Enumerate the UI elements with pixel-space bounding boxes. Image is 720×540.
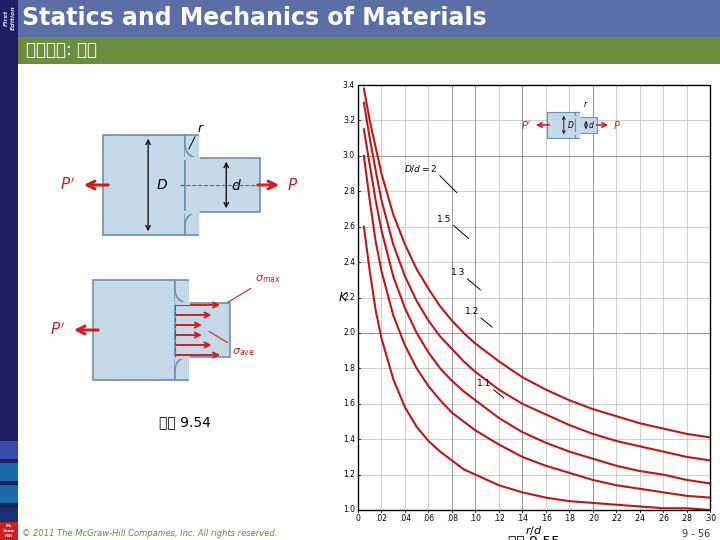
Polygon shape xyxy=(575,112,579,117)
Bar xyxy=(575,117,597,133)
Polygon shape xyxy=(575,133,579,138)
Text: $P'$: $P'$ xyxy=(50,322,65,338)
Text: .02: .02 xyxy=(375,514,387,523)
Text: 9 - 56: 9 - 56 xyxy=(682,529,710,539)
Text: .16: .16 xyxy=(540,514,552,523)
Text: 그림 9.55: 그림 9.55 xyxy=(508,534,560,540)
Text: 1.1: 1.1 xyxy=(477,379,492,388)
Text: .20: .20 xyxy=(587,514,598,523)
Text: .18: .18 xyxy=(563,514,575,523)
Text: .14: .14 xyxy=(516,514,528,523)
Text: 3.2: 3.2 xyxy=(343,116,355,125)
Bar xyxy=(0,507,18,525)
Polygon shape xyxy=(185,212,198,235)
Text: 1.3: 1.3 xyxy=(451,268,465,277)
Text: © 2011 The McGraw-Hill Companies, Inc. All rights reserved.: © 2011 The McGraw-Hill Companies, Inc. A… xyxy=(22,530,277,538)
Text: 1.8: 1.8 xyxy=(343,364,355,373)
Bar xyxy=(18,37,720,64)
Text: 1.5: 1.5 xyxy=(437,214,451,224)
Text: $D$: $D$ xyxy=(156,178,168,192)
Text: $r$: $r$ xyxy=(583,99,588,109)
Text: .26: .26 xyxy=(657,514,669,523)
Text: $d$: $d$ xyxy=(231,178,242,192)
Text: 1.4: 1.4 xyxy=(343,435,355,444)
Text: 2.4: 2.4 xyxy=(343,258,355,267)
Bar xyxy=(0,523,18,540)
Bar xyxy=(175,303,230,357)
Text: 2.0: 2.0 xyxy=(343,328,355,338)
Text: .06: .06 xyxy=(423,514,434,523)
Text: .04: .04 xyxy=(399,514,411,523)
Text: .10: .10 xyxy=(469,514,482,523)
Text: 1.6: 1.6 xyxy=(343,399,355,408)
Bar xyxy=(185,158,260,212)
Polygon shape xyxy=(175,280,188,303)
Bar xyxy=(0,463,18,481)
Text: 3.0: 3.0 xyxy=(343,151,355,160)
Text: 3.4: 3.4 xyxy=(343,80,355,90)
Polygon shape xyxy=(175,357,188,380)
Text: .08: .08 xyxy=(446,514,458,523)
Text: 1.2: 1.2 xyxy=(343,470,355,479)
Bar xyxy=(93,280,175,380)
Text: $P'$: $P'$ xyxy=(60,177,75,193)
Text: .12: .12 xyxy=(493,514,505,523)
Text: $K$: $K$ xyxy=(338,291,349,304)
Text: .24: .24 xyxy=(634,514,646,523)
Bar xyxy=(0,441,18,459)
Text: 그림 9.54: 그림 9.54 xyxy=(159,415,211,429)
Text: Statics and Mechanics of Materials: Statics and Mechanics of Materials xyxy=(22,6,487,30)
Text: $\sigma_{\rm ave}$: $\sigma_{\rm ave}$ xyxy=(232,346,255,358)
Text: $P$: $P$ xyxy=(287,177,298,193)
Text: .22: .22 xyxy=(610,514,622,523)
Bar xyxy=(358,85,710,510)
Text: Mc
Graw
Hill: Mc Graw Hill xyxy=(3,524,15,538)
Text: 1.0: 1.0 xyxy=(343,505,355,515)
Text: First: First xyxy=(4,10,9,26)
Text: $D$: $D$ xyxy=(567,119,575,131)
Bar xyxy=(0,0,720,37)
Text: $r$: $r$ xyxy=(197,122,204,135)
Text: $\sigma_{\rm max}$: $\sigma_{\rm max}$ xyxy=(255,273,281,285)
Text: 2.8: 2.8 xyxy=(343,187,355,195)
Text: $P$: $P$ xyxy=(613,119,621,131)
Text: $D/d=2$: $D/d=2$ xyxy=(405,163,438,174)
Text: .30: .30 xyxy=(704,514,716,523)
Text: Edition: Edition xyxy=(11,5,16,30)
Text: 응력집중: 필렛: 응력집중: 필렛 xyxy=(26,41,97,59)
Bar xyxy=(0,485,18,503)
Text: 2.6: 2.6 xyxy=(343,222,355,231)
Bar xyxy=(103,135,185,235)
Text: 0: 0 xyxy=(356,514,361,523)
Text: 1.2: 1.2 xyxy=(465,307,479,316)
Polygon shape xyxy=(185,135,198,158)
Bar xyxy=(0,522,18,540)
Bar xyxy=(547,112,575,138)
Text: $P'$: $P'$ xyxy=(521,119,531,131)
Text: $r/d$: $r/d$ xyxy=(526,524,543,537)
Text: $d$: $d$ xyxy=(588,119,595,131)
Text: 2.2: 2.2 xyxy=(343,293,355,302)
Text: .28: .28 xyxy=(680,514,693,523)
Bar xyxy=(0,0,18,540)
